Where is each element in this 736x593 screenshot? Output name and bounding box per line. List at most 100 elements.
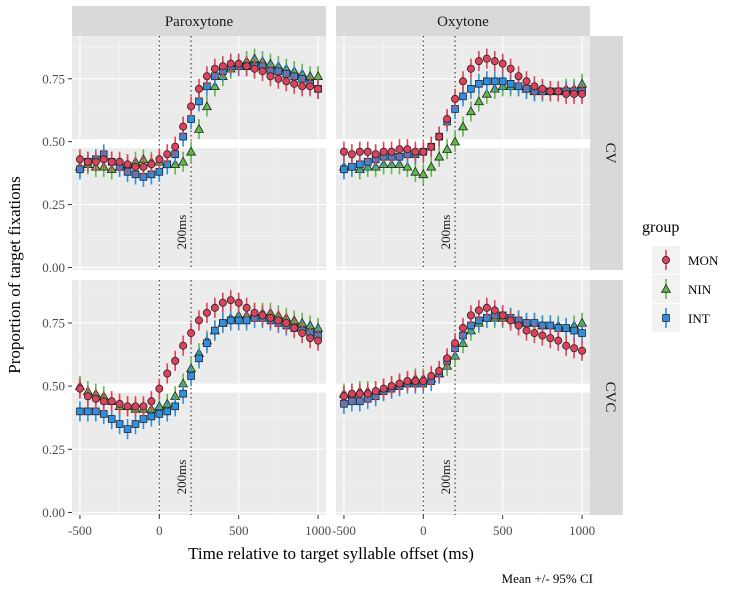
data-point [538,331,547,340]
data-point [363,389,372,398]
data-point [348,163,356,171]
data-point [187,329,196,338]
data-point [570,89,579,98]
vline-label: 200ms [174,460,189,495]
data-point [522,326,531,335]
legend-key-marker [662,255,671,264]
legend-key-marker [662,314,670,322]
data-point [546,334,555,343]
data-point [314,336,323,345]
data-point [290,324,299,333]
data-point [411,377,420,386]
data-point [218,298,227,307]
data-point [395,145,404,154]
data-point [578,329,586,337]
data-point [459,92,467,101]
data-point [242,303,251,312]
data-point [538,84,547,93]
data-point [371,387,380,396]
vline-label: 200ms [174,215,189,250]
data-point [84,407,92,416]
data-point [379,384,388,393]
data-point [371,150,380,159]
data-point [258,67,267,76]
data-point [490,306,499,315]
data-point [435,366,444,375]
data-point [449,136,461,146]
strip-row-2-label: CVC [602,382,618,413]
data-point [570,344,579,353]
data-point [355,147,364,156]
panel-paroxytone-cvc: 200ms [72,280,326,515]
legend-label: INT [688,311,710,326]
data-point [290,79,299,88]
x-tick-label: 1000 [569,523,595,538]
strip-row-1-label: CV [602,143,618,164]
vline-label: 200ms [438,460,453,495]
data-point [570,326,578,335]
strip-col-2-label: Oxytone [437,14,489,30]
data-point [171,142,180,151]
data-point [163,150,172,159]
data-point [179,341,188,350]
data-point [155,384,164,393]
data-point [107,415,116,423]
series-mon [75,53,323,177]
data-point [443,354,452,363]
data-point [474,306,483,315]
data-point [339,392,348,401]
data-point [379,147,388,156]
caption: Mean +/- 95% CI [502,571,593,586]
data-point [163,407,172,416]
data-point [194,84,203,93]
series-mon [75,290,323,417]
data-point [147,160,156,169]
data-point [403,377,412,386]
data-point [242,62,251,71]
data-point [473,96,484,106]
x-tick-label: 500 [493,523,513,538]
data-point [139,415,148,423]
data-point [498,77,507,86]
data-point [298,329,307,338]
data-point [139,162,148,171]
data-point [403,145,412,154]
data-point [410,166,421,176]
data-point [530,82,539,91]
data-point [155,410,164,418]
data-point [194,316,203,325]
data-point [562,341,571,350]
data-point [75,384,84,393]
data-point [219,319,227,327]
strip-col-1-bg [72,6,326,36]
series-mon [339,297,587,407]
data-point [201,101,213,111]
data-point [314,84,323,93]
y-tick-label: 0.50 [42,134,65,149]
legend-key-marker [660,283,672,293]
y-tick-label: 0.25 [42,442,65,457]
data-point [195,97,203,106]
vline-label: 200ms [438,215,453,250]
data-point [419,377,428,386]
data-point [107,157,116,166]
data-point [266,313,275,322]
data-point [427,372,436,381]
x-tick-label: 500 [229,523,249,538]
legend-item-nin: NIN [652,275,712,303]
data-point [123,425,132,433]
y-tick-label: 0.50 [42,379,65,394]
data-point [418,169,429,179]
data-point [474,57,483,66]
data-point [92,407,100,416]
data-point [139,402,148,411]
strip-row-1-bg [590,36,623,270]
data-point [562,89,571,98]
panel-oxytone-cv: 200ms [336,36,590,270]
data-point [115,420,124,428]
data-point [91,157,100,166]
data-point [99,397,108,406]
data-point [226,316,235,325]
data-point [443,115,452,124]
legend-item-mon: MON [652,246,719,274]
